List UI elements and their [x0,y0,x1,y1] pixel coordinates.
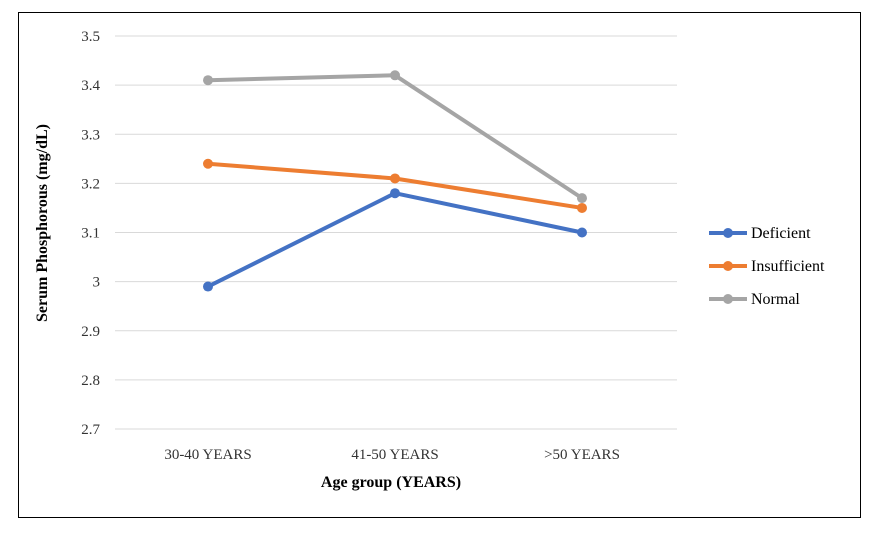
data-point [390,173,400,184]
legend-label: Normal [751,291,800,308]
y-tick-label: 2.8 [81,373,100,389]
data-point [203,75,213,86]
y-axis-title: Serum Phosphorous (mg/dL) [34,124,51,322]
x-tick-label: 30-40 YEARS [164,447,251,463]
series-deficient [203,188,587,292]
x-tick-labels: 30-40 YEARS 41-50 YEARS >50 YEARS [164,447,620,463]
y-tick-label: 3.2 [81,176,100,192]
data-point [577,202,587,213]
legend-item-deficient: Deficient [709,225,811,242]
y-tick-label: 2.7 [81,422,100,438]
series-insufficient [203,158,587,213]
legend-label: Insufficient [751,258,825,275]
gridlines [115,35,677,430]
legend-swatch-marker [723,294,733,304]
y-tick-label: 3.5 [81,29,100,45]
series-lines [203,70,587,292]
legend-label: Deficient [751,225,811,242]
legend: Deficient Insufficient Normal [709,225,825,308]
series-normal [203,70,587,204]
x-tick-label: >50 YEARS [544,447,620,463]
x-axis-title: Age group (YEARS) [321,474,461,491]
y-tick-labels: 2.7 2.8 2.9 3 3.1 3.2 3.3 3.4 3.5 [81,29,100,438]
series-line [206,161,584,210]
y-tick-label: 3.4 [81,78,100,94]
data-point [577,193,587,204]
data-point [203,158,213,169]
x-tick-label: 41-50 YEARS [351,447,438,463]
y-tick-label: 3.1 [81,226,100,242]
legend-item-insufficient: Insufficient [709,258,825,275]
y-tick-label: 3.3 [81,127,100,143]
y-tick-label: 2.9 [81,324,100,340]
data-point [390,70,400,81]
data-point [390,188,400,199]
chart-frame: 2.7 2.8 2.9 3 3.1 3.2 3.3 3.4 3.5 30-40 YEARS 41-… [18,12,861,518]
legend-swatch-marker [723,228,733,238]
y-tick-label: 3 [93,275,101,291]
legend-item-normal: Normal [709,291,800,308]
line-chart: 2.7 2.8 2.9 3 3.1 3.2 3.3 3.4 3.5 30-40 YEARS 41-… [34,29,825,491]
data-point [203,281,213,292]
data-point [577,227,587,238]
series-line [206,191,584,289]
legend-swatch-marker [723,261,733,271]
